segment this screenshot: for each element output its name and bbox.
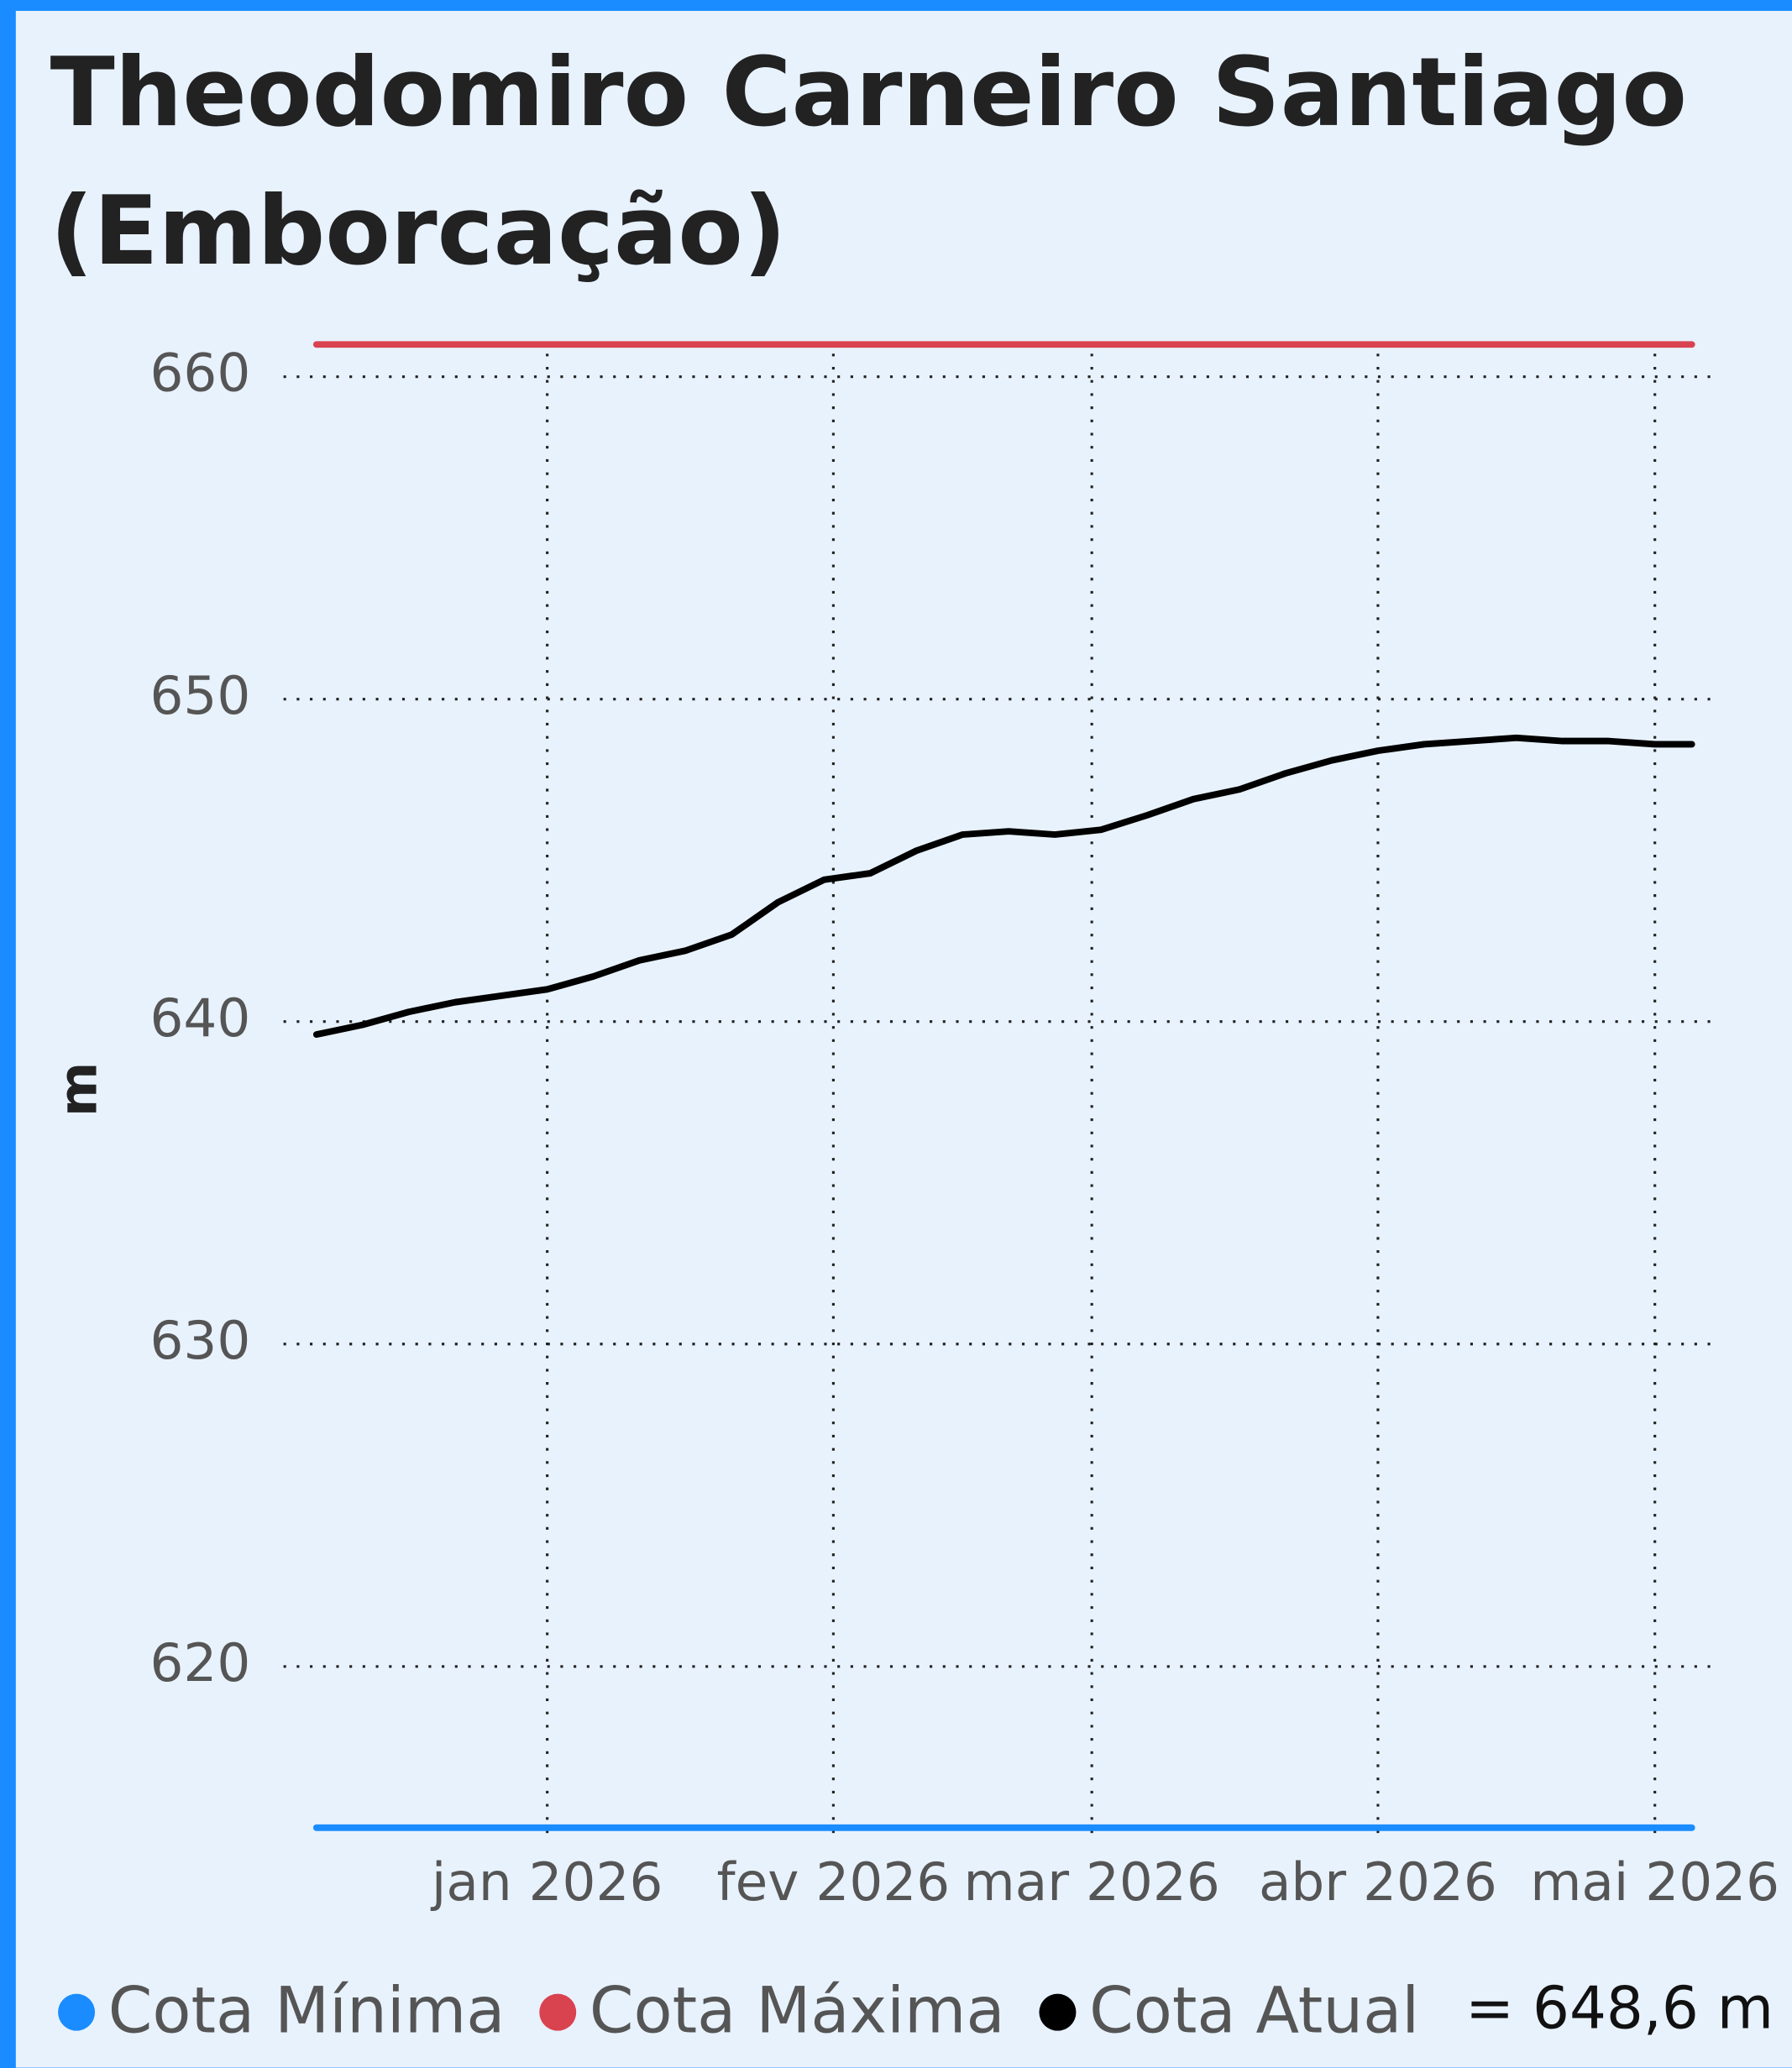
y-tick-label: 650	[149, 665, 250, 726]
legend-marker	[1039, 1993, 1077, 2031]
x-tick-label: mai 2026	[1530, 1851, 1779, 1913]
y-tick-label: 630	[149, 1310, 250, 1371]
y-tick-label: 640	[149, 987, 250, 1049]
card-background	[15, 10, 1792, 2068]
title-line: (Emborcação)	[50, 175, 787, 286]
legend-marker	[539, 1993, 577, 2031]
x-tick-label: jan 2026	[430, 1851, 663, 1913]
annotation: = 648,6 m	[1465, 1976, 1774, 2043]
legend-label: Cota Atual	[1089, 1973, 1419, 2047]
y-tick-label: 620	[149, 1632, 250, 1694]
series-line	[312, 734, 1695, 1039]
title-line: Theodomiro Carneiro Santiago	[50, 37, 1687, 148]
x-tick-label: fev 2026	[717, 1851, 951, 1913]
x-tick-label: mar 2026	[964, 1851, 1220, 1913]
x-tick-label: abr 2026	[1259, 1851, 1497, 1913]
legend-marker	[58, 1993, 96, 2031]
chart-title: Theodomiro Carneiro Santiago (Emborcação)	[50, 37, 1687, 286]
legend-label: Cota Mínima	[108, 1973, 506, 2047]
y-tick-label: 660	[149, 343, 250, 404]
y-axis-label: m	[47, 1062, 108, 1117]
legend-label: Cota Máxima	[589, 1973, 1005, 2047]
